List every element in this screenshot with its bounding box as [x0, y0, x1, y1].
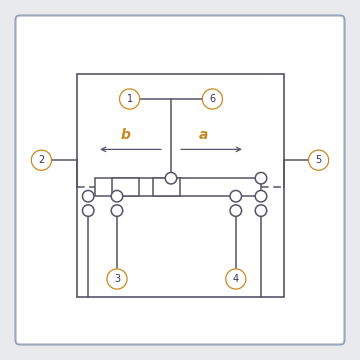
Circle shape — [255, 190, 267, 202]
Text: 2: 2 — [38, 155, 45, 165]
Circle shape — [111, 205, 123, 216]
Text: 6: 6 — [209, 94, 216, 104]
Circle shape — [202, 89, 222, 109]
Circle shape — [111, 190, 123, 202]
Bar — [77, 74, 284, 297]
Circle shape — [107, 269, 127, 289]
Circle shape — [165, 172, 177, 184]
Circle shape — [31, 150, 51, 170]
Circle shape — [255, 205, 267, 216]
Circle shape — [82, 205, 94, 216]
Text: 3: 3 — [114, 274, 120, 284]
Circle shape — [226, 269, 246, 289]
Text: 4: 4 — [233, 274, 239, 284]
Circle shape — [230, 190, 242, 202]
Text: a: a — [199, 128, 208, 142]
Text: 5: 5 — [315, 155, 322, 165]
Text: 1: 1 — [126, 94, 133, 104]
Circle shape — [82, 190, 94, 202]
Text: b: b — [121, 128, 131, 142]
Circle shape — [255, 172, 267, 184]
FancyBboxPatch shape — [15, 15, 345, 345]
Bar — [112, 178, 139, 196]
Circle shape — [120, 89, 140, 109]
Bar — [95, 178, 261, 196]
Circle shape — [230, 205, 242, 216]
Circle shape — [309, 150, 329, 170]
Bar — [153, 178, 180, 196]
